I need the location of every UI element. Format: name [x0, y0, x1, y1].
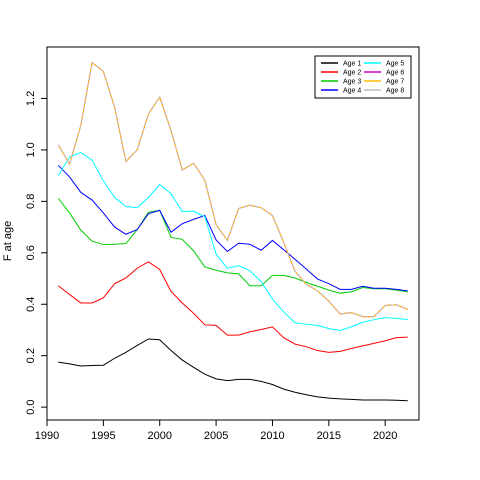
- x-tick-label: 2020: [373, 430, 397, 442]
- x-tick-label: 2005: [204, 430, 228, 442]
- legend-label: Age 6: [386, 70, 404, 77]
- y-tick-label: 0.0: [25, 399, 37, 414]
- legend-label: Age 2: [343, 70, 361, 77]
- y-tick-label: 0.6: [25, 245, 37, 260]
- x-tick-label: 2010: [260, 430, 284, 442]
- x-tick-label: 2015: [317, 430, 341, 442]
- series-line-age-2: [57, 261, 408, 353]
- y-axis-title: F at age: [2, 221, 14, 261]
- x-tick-label: 1990: [35, 430, 59, 442]
- legend: Age 1 Age 2 Age 3 Age 4 Age 5 Age 6 Age 7 Age 8: [314, 55, 412, 99]
- y-tick-label: 0.2: [25, 348, 37, 363]
- legend-label: Age 7: [386, 79, 404, 86]
- series-line-age-5: [57, 151, 408, 331]
- y-axis: 0.0 0.2 0.4 0.6 0.8 1.0 1.2: [25, 91, 48, 415]
- legend-label: Age 8: [386, 88, 404, 95]
- series-line-age-3: [57, 197, 408, 294]
- legend-label: Age 5: [386, 61, 404, 68]
- legend-label: Age 3: [343, 79, 361, 86]
- legend-label: Age 1: [343, 61, 361, 68]
- legend-label: Age 4: [343, 88, 361, 95]
- x-axis: 1990 1995 2000 2005 2010 2015 2020: [35, 419, 397, 442]
- series-line-age-8: [57, 61, 408, 318]
- y-tick-label: 0.4: [25, 297, 37, 312]
- series-line-age-4: [57, 164, 408, 292]
- y-tick-label: 1.2: [25, 91, 37, 106]
- series-line-age-1: [58, 338, 408, 402]
- x-tick-label: 1995: [91, 430, 115, 442]
- series-layer: [57, 61, 408, 402]
- y-tick-label: 0.8: [25, 194, 37, 209]
- y-tick-label: 1.0: [25, 142, 37, 157]
- x-tick-label: 2000: [147, 430, 171, 442]
